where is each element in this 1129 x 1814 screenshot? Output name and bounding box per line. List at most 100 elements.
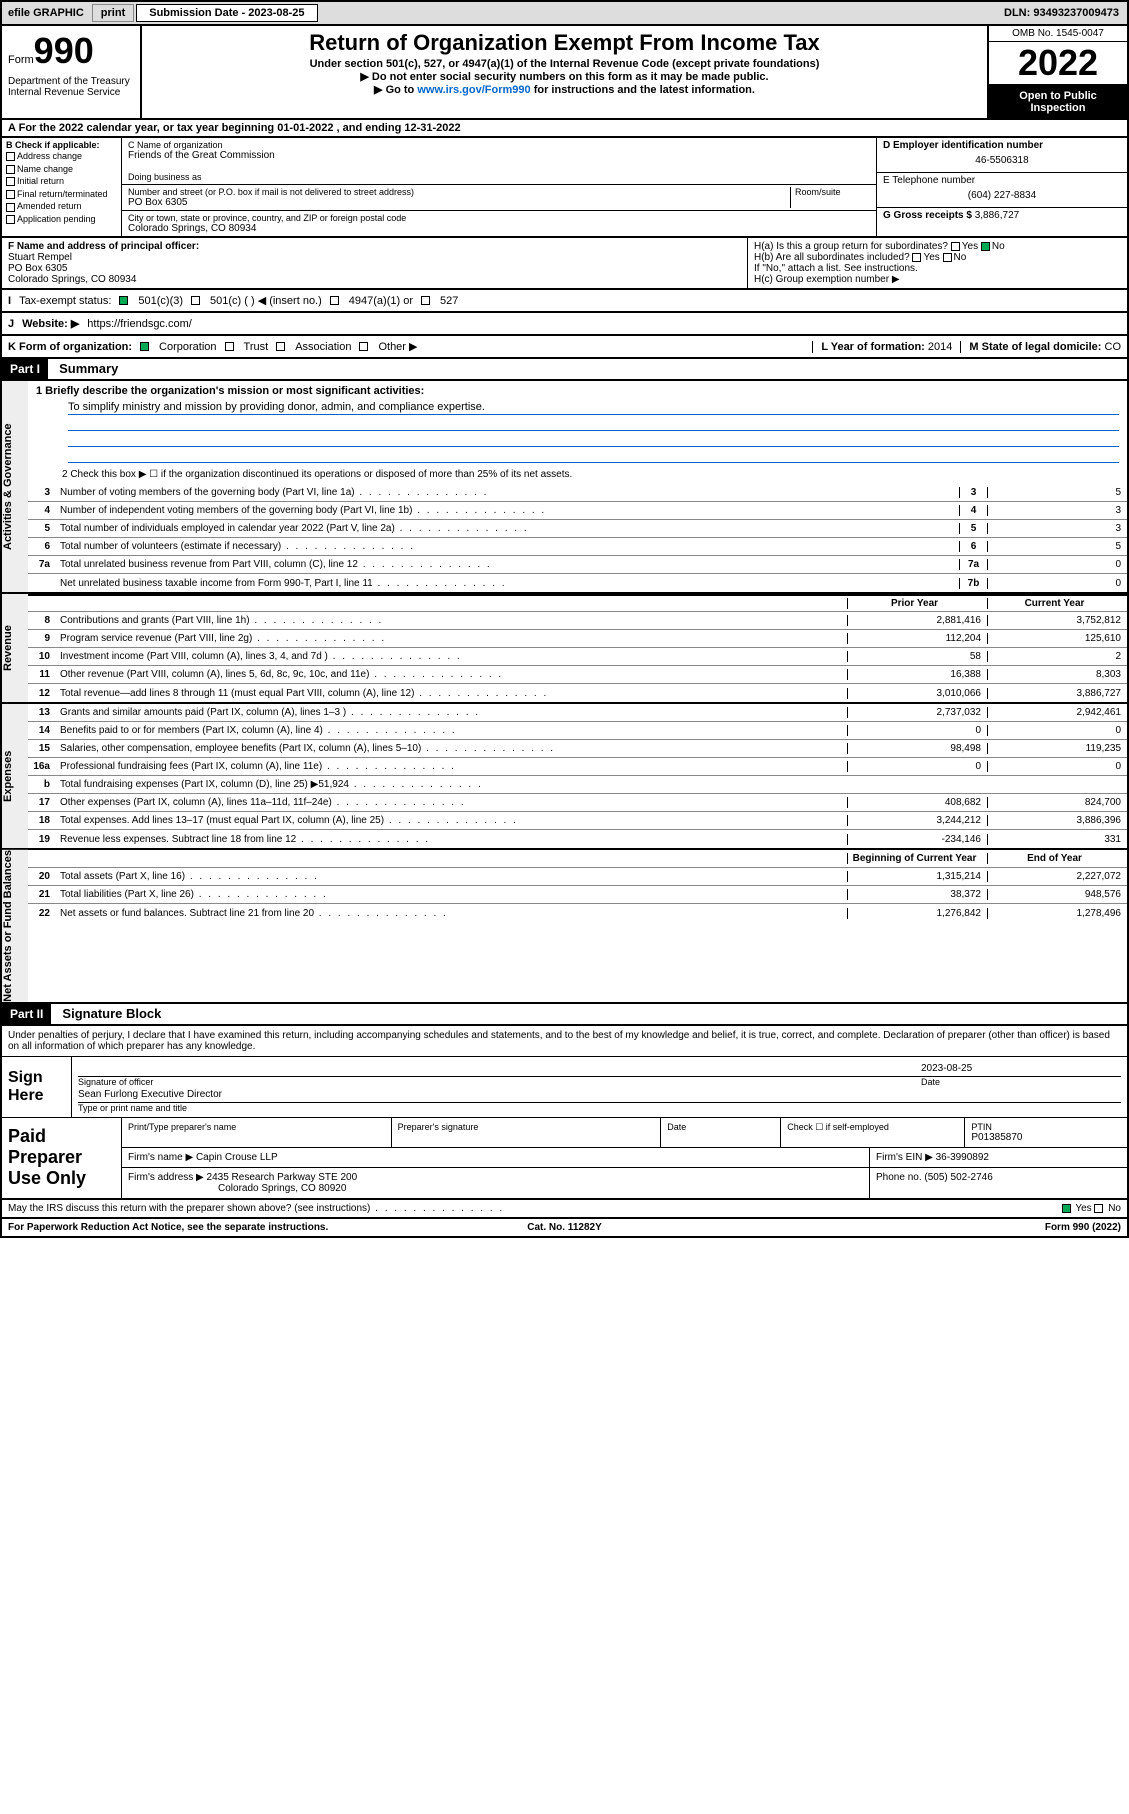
submission-date: Submission Date - 2023-08-25	[136, 4, 317, 22]
line-text: Revenue less expenses. Subtract line 18 …	[56, 832, 847, 847]
chk-527[interactable]	[421, 296, 430, 305]
line-text: Total fundraising expenses (Part IX, col…	[56, 777, 847, 792]
prior-year-value: 112,204	[847, 633, 987, 644]
org-name: Friends of the Great Commission	[128, 150, 870, 161]
prior-year-value: 16,388	[847, 669, 987, 680]
governance-section: Activities & Governance 1 Briefly descri…	[0, 381, 1129, 594]
line-text: Total number of volunteers (estimate if …	[56, 539, 959, 554]
chk-address[interactable]: Address change	[6, 150, 117, 163]
current-year-value: 948,576	[987, 889, 1127, 900]
paid-preparer-label: Paid Preparer Use Only	[2, 1118, 122, 1198]
paperwork-notice: For Paperwork Reduction Act Notice, see …	[8, 1222, 379, 1233]
netassets-label: Net Assets or Fund Balances	[2, 850, 28, 1002]
form-subtitle: Under section 501(c), 527, or 4947(a)(1)…	[150, 58, 979, 70]
check-self-employed[interactable]: Check ☐ if self-employed	[781, 1118, 965, 1147]
current-year-value: 3,886,727	[987, 688, 1127, 699]
form-header: Form990 Department of the Treasury Inter…	[0, 26, 1129, 120]
addr-label: Number and street (or P.O. box if mail i…	[128, 187, 790, 197]
discuss-yes[interactable]	[1062, 1204, 1071, 1213]
form-footer: Form 990 (2022)	[750, 1222, 1121, 1233]
row-f-h: F Name and address of principal officer:…	[0, 238, 1129, 290]
current-year-value: 0	[987, 725, 1127, 736]
note-ssn: ▶ Do not enter social security numbers o…	[150, 70, 979, 83]
chk-pending[interactable]: Application pending	[6, 213, 117, 226]
officer-printed: Sean Furlong Executive Director	[78, 1089, 1121, 1100]
line-text: Contributions and grants (Part VIII, lin…	[56, 613, 847, 628]
chk-name[interactable]: Name change	[6, 163, 117, 176]
org-city: Colorado Springs, CO 80934	[128, 223, 870, 234]
prior-year-value: -234,146	[847, 834, 987, 845]
line1-label: 1 Briefly describe the organization's mi…	[36, 385, 424, 397]
efile-label: efile GRAPHIC	[2, 5, 90, 21]
row-k: K Form of organization: Corporation Trus…	[0, 336, 1129, 359]
line-text: Total expenses. Add lines 13–17 (must eq…	[56, 813, 847, 828]
discuss-no[interactable]	[1094, 1204, 1103, 1213]
chk-amended[interactable]: Amended return	[6, 200, 117, 213]
phone-value: (604) 227-8834	[883, 186, 1121, 205]
preparer-phone: (505) 502-2746	[924, 1172, 992, 1183]
line-value: 5	[987, 541, 1127, 552]
chk-other[interactable]	[359, 342, 368, 351]
officer-label: F Name and address of principal officer:	[8, 241, 741, 252]
prior-year-header: Prior Year	[847, 598, 987, 609]
note-link: ▶ Go to www.irs.gov/Form990 for instruct…	[150, 83, 979, 96]
section-b-label: B Check if applicable:	[6, 140, 117, 150]
governance-label: Activities & Governance	[2, 381, 28, 592]
hc-line: H(c) Group exemption number ▶	[754, 274, 1121, 285]
dba-label: Doing business as	[128, 172, 870, 182]
chk-assoc[interactable]	[276, 342, 285, 351]
form-title: Return of Organization Exempt From Incom…	[150, 30, 979, 56]
website-value: https://friendsgc.com/	[87, 318, 192, 330]
prior-year-value: 2,737,032	[847, 707, 987, 718]
phone-label: E Telephone number	[883, 175, 1121, 186]
prior-year-value: 0	[847, 725, 987, 736]
beg-year-header: Beginning of Current Year	[847, 853, 987, 864]
end-year-header: End of Year	[987, 853, 1127, 864]
expenses-label: Expenses	[2, 704, 28, 848]
city-label: City or town, state or province, country…	[128, 213, 870, 223]
line-text: Benefits paid to or for members (Part IX…	[56, 723, 847, 738]
revenue-label: Revenue	[2, 594, 28, 702]
org-address: PO Box 6305	[128, 197, 790, 208]
line-text: Other expenses (Part IX, column (A), lin…	[56, 795, 847, 810]
open-public: Open to Public Inspection	[989, 86, 1127, 118]
perjury-statement: Under penalties of perjury, I declare th…	[2, 1026, 1127, 1056]
line-text: Total liabilities (Part X, line 26)	[56, 887, 847, 902]
prior-year-value: 3,244,212	[847, 815, 987, 826]
netassets-section: Net Assets or Fund Balances Beginning of…	[0, 850, 1129, 1004]
firm-ein: 36-3990892	[936, 1152, 989, 1163]
line-value: 5	[987, 487, 1127, 498]
prior-year-value: 3,010,066	[847, 688, 987, 699]
sign-here-label: Sign Here	[2, 1057, 72, 1117]
chk-corp[interactable]	[140, 342, 149, 351]
irs-link[interactable]: www.irs.gov/Form990	[417, 84, 530, 96]
chk-4947[interactable]	[330, 296, 339, 305]
chk-initial[interactable]: Initial return	[6, 175, 117, 188]
part1-title: Summary	[51, 358, 126, 379]
form-number: 990	[34, 30, 94, 71]
line-text: Professional fundraising fees (Part IX, …	[56, 759, 847, 774]
cat-no: Cat. No. 11282Y	[379, 1222, 750, 1233]
omb-number: OMB No. 1545-0047	[989, 26, 1127, 42]
line-text: Other revenue (Part VIII, column (A), li…	[56, 667, 847, 682]
expenses-section: Expenses 13Grants and similar amounts pa…	[0, 704, 1129, 850]
revenue-section: Revenue Prior Year Current Year 8Contrib…	[0, 594, 1129, 704]
current-year-value: 119,235	[987, 743, 1127, 754]
chk-final[interactable]: Final return/terminated	[6, 188, 117, 201]
officer-addr1: PO Box 6305	[8, 263, 741, 274]
chk-trust[interactable]	[225, 342, 234, 351]
prior-year-value: 38,372	[847, 889, 987, 900]
gross-label: G Gross receipts $	[883, 210, 972, 221]
firm-addr2: Colorado Springs, CO 80920	[128, 1183, 346, 1194]
year-line: A For the 2022 calendar year, or tax yea…	[0, 120, 1129, 138]
chk-501c[interactable]	[191, 296, 200, 305]
firm-name: Capin Crouse LLP	[196, 1152, 278, 1163]
row-i: I Tax-exempt status: 501(c)(3) 501(c) ( …	[0, 290, 1129, 313]
tax-year: 2022	[989, 42, 1127, 86]
gross-value: 3,886,727	[975, 210, 1020, 221]
print-button[interactable]: print	[92, 4, 134, 22]
officer-addr2: Colorado Springs, CO 80934	[8, 274, 741, 285]
line-value: 0	[987, 559, 1127, 570]
ptin-value: P01385870	[971, 1132, 1121, 1143]
chk-501c3[interactable]	[119, 296, 128, 305]
